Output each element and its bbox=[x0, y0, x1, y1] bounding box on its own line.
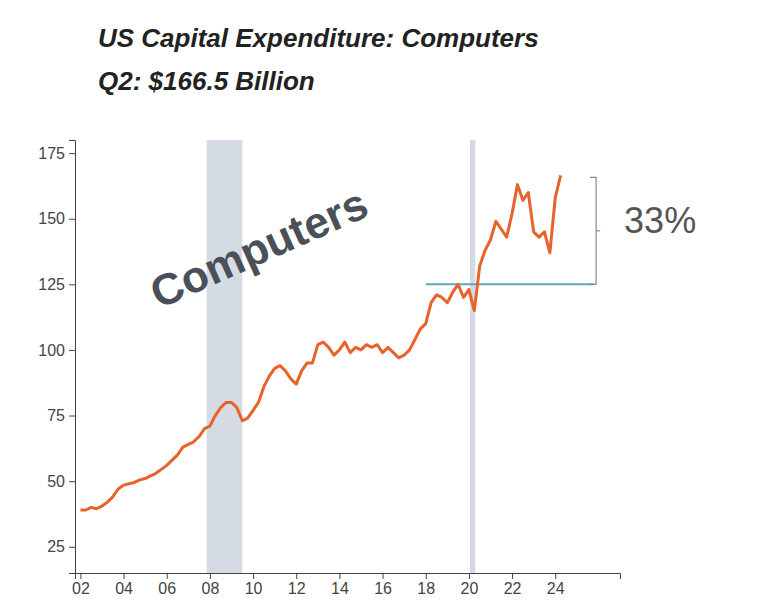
x-tick: 18 bbox=[417, 573, 435, 597]
y-tick-label: 150 bbox=[38, 210, 65, 227]
bracket-tick bbox=[596, 230, 600, 231]
y-tick-mark bbox=[69, 416, 75, 417]
x-tick-label: 08 bbox=[202, 580, 220, 597]
x-tick-mark bbox=[80, 573, 81, 579]
x-tick: 10 bbox=[245, 573, 263, 597]
x-tick-label: 22 bbox=[504, 580, 522, 597]
watermark: Computers bbox=[143, 178, 375, 317]
y-axis-line bbox=[69, 141, 76, 574]
x-tick-label: 18 bbox=[417, 580, 435, 597]
x-tick-label: 14 bbox=[331, 580, 349, 597]
x-tick-label: 02 bbox=[72, 580, 90, 597]
y-tick: 75 bbox=[47, 407, 75, 424]
y-tick: 125 bbox=[38, 276, 75, 293]
y-tick: 150 bbox=[38, 210, 75, 227]
x-tick-label: 12 bbox=[288, 580, 306, 597]
x-tick-label: 10 bbox=[245, 580, 263, 597]
x-tick: 16 bbox=[374, 573, 392, 597]
y-tick-label: 175 bbox=[38, 145, 65, 162]
x-tick-mark bbox=[253, 573, 254, 579]
y-tick-label: 50 bbox=[47, 473, 65, 490]
x-tick: 08 bbox=[202, 573, 220, 597]
x-tick-mark bbox=[512, 573, 513, 579]
recession-band bbox=[207, 140, 243, 573]
y-axis: 25 50 75 100 125 150 175 bbox=[38, 141, 75, 574]
y-tick: 100 bbox=[38, 342, 75, 359]
x-tick-mark bbox=[124, 573, 125, 579]
y-tick-mark bbox=[69, 219, 75, 220]
y-tick-label: 100 bbox=[38, 342, 65, 359]
plot-area bbox=[80, 140, 594, 573]
x-axis-line bbox=[76, 574, 621, 580]
title: US Capital Expenditure: Computers bbox=[98, 23, 539, 53]
y-tick-mark bbox=[69, 481, 75, 482]
x-tick-label: 06 bbox=[158, 580, 176, 597]
x-axis: 02 04 06 08 10 12 14 16 18 20 22 24 bbox=[72, 573, 621, 597]
x-tick-mark bbox=[383, 573, 384, 579]
y-tick-mark bbox=[69, 350, 75, 351]
x-tick: 04 bbox=[115, 573, 133, 597]
x-tick-label: 24 bbox=[547, 580, 565, 597]
x-tick-label: 20 bbox=[461, 580, 479, 597]
y-tick-label: 25 bbox=[47, 538, 65, 555]
x-tick-mark bbox=[296, 573, 297, 579]
y-tick-mark bbox=[69, 547, 75, 548]
x-tick-mark bbox=[167, 573, 168, 579]
x-tick-mark bbox=[555, 573, 556, 579]
x-tick: 24 bbox=[547, 573, 565, 597]
y-tick: 50 bbox=[47, 473, 75, 490]
y-tick-mark bbox=[69, 153, 75, 154]
y-tick-label: 75 bbox=[47, 407, 65, 424]
y-tick: 25 bbox=[47, 538, 75, 555]
recession-band bbox=[470, 140, 475, 573]
x-tick: 22 bbox=[504, 573, 522, 597]
x-tick-label: 04 bbox=[115, 580, 133, 597]
x-tick: 06 bbox=[158, 573, 176, 597]
x-tick-mark bbox=[469, 573, 470, 579]
reference-line bbox=[426, 283, 594, 285]
chart: US Capital Expenditure: Computers Q2: $16… bbox=[0, 0, 777, 616]
annotation: 33% bbox=[624, 200, 696, 241]
x-tick: 02 bbox=[72, 573, 90, 597]
x-tick-mark bbox=[339, 573, 340, 579]
subtitle: Q2: $166.5 Billion bbox=[98, 66, 315, 96]
bracket bbox=[590, 177, 596, 284]
y-tick: 175 bbox=[38, 145, 75, 162]
x-tick-mark bbox=[210, 573, 211, 579]
data-line bbox=[80, 175, 560, 510]
x-tick: 12 bbox=[288, 573, 306, 597]
y-tick-mark bbox=[69, 284, 75, 285]
x-tick-label: 16 bbox=[374, 580, 392, 597]
x-tick: 14 bbox=[331, 573, 349, 597]
x-tick: 20 bbox=[461, 573, 479, 597]
y-tick-label: 125 bbox=[38, 276, 65, 293]
x-tick-mark bbox=[426, 573, 427, 579]
